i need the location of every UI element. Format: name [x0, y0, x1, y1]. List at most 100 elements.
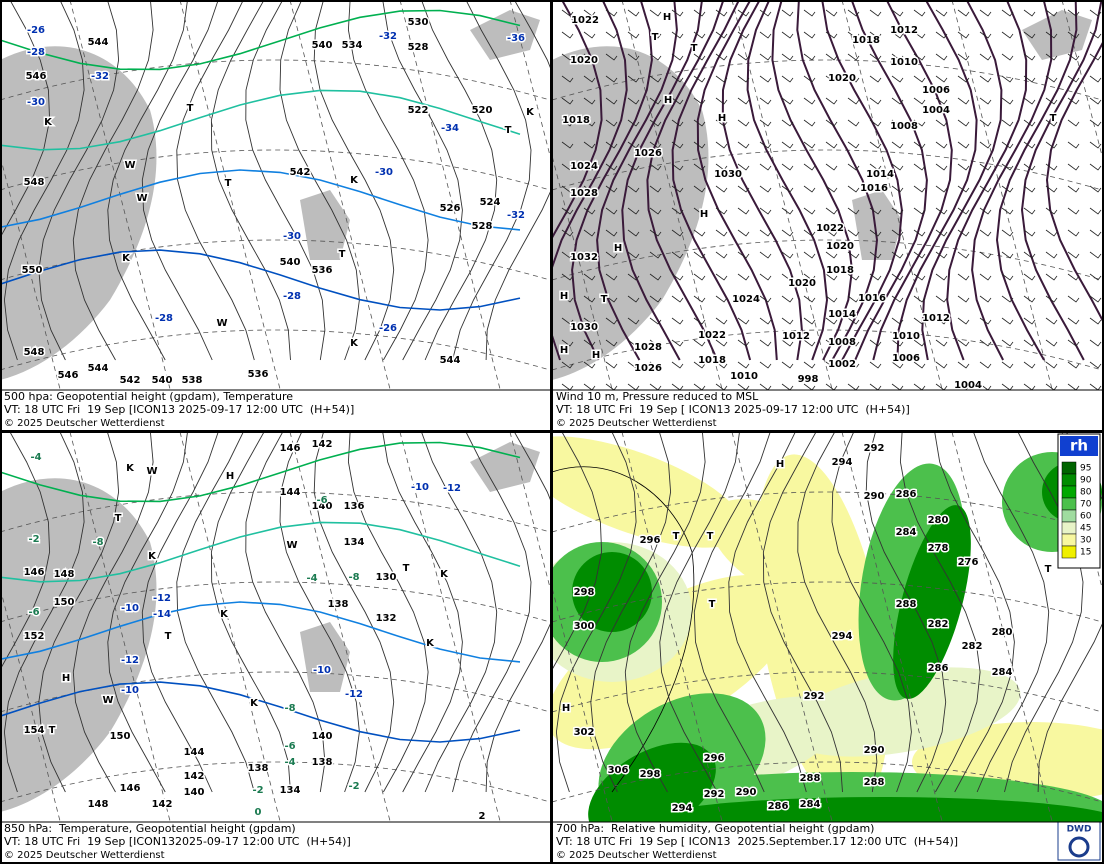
wind-barb: [913, 251, 926, 259]
contour-label: 528: [408, 42, 429, 53]
wind-barb: [1089, 383, 1102, 390]
pressure-marker: H: [226, 471, 234, 482]
wind-barb: [869, 97, 882, 105]
wind-barb: [649, 119, 662, 127]
contour-label: 284: [896, 527, 917, 538]
wind-barb: [693, 273, 706, 281]
contour-label: 142: [312, 439, 333, 450]
wind-barb: [759, 9, 772, 17]
wind-barb: [605, 185, 618, 193]
contour-label: 1008: [828, 337, 856, 348]
wind-barb: [825, 339, 838, 347]
contour: [1, 433, 51, 669]
wind-barb: [561, 229, 574, 237]
wind-barb: [759, 141, 772, 149]
contour-label: -32: [507, 210, 525, 221]
wind-barb: [737, 383, 750, 390]
wind-barb: [825, 361, 838, 369]
land: [1, 46, 157, 380]
wind-barb: [1089, 273, 1102, 281]
wind-barb: [957, 97, 970, 105]
wind-barb: [935, 251, 948, 259]
contour-label: 1024: [732, 294, 760, 305]
pressure-marker: H: [718, 113, 726, 124]
legend: rh 95 90 80 70 60 45 30 15: [1057, 433, 1101, 569]
wind-barb: [671, 163, 684, 171]
contour-label: 530: [408, 17, 429, 28]
graticule: [1, 589, 61, 822]
logo-swirl: [1068, 836, 1090, 858]
wind-barb: [693, 317, 706, 325]
graticule: [841, 1, 943, 390]
wind-barb: [891, 97, 904, 105]
wind-barb: [781, 9, 794, 17]
wind-barb: [803, 207, 816, 215]
contour: [946, 1, 1028, 361]
wind-barb: [1045, 185, 1058, 193]
wind-barb: [671, 141, 684, 149]
contour-label: 288: [800, 773, 821, 784]
wind-barb: [913, 97, 926, 105]
wind-barb: [1045, 317, 1058, 325]
contour-label: 148: [88, 799, 109, 810]
contour-label: 1020: [570, 55, 598, 66]
contour-label: 1022: [816, 223, 844, 234]
wind-barb: [1089, 185, 1102, 193]
wind-barb: [825, 163, 838, 171]
wind-barb: [957, 251, 970, 259]
wind-barb: [671, 317, 684, 325]
wind-barb: [957, 141, 970, 149]
contour-label: 302: [574, 727, 595, 738]
contour-label: -2: [252, 785, 263, 796]
wind-barb: [957, 9, 970, 17]
contour: [831, 433, 912, 793]
pressure-marker: T: [1050, 113, 1057, 124]
wind-barb: [1023, 339, 1036, 347]
wind-barb: [913, 185, 926, 193]
wind-barb: [1089, 75, 1102, 83]
humidity-area: [553, 436, 746, 548]
contour-label: -12: [153, 593, 171, 604]
contour-label: -2: [28, 534, 39, 545]
graticule: [553, 589, 613, 822]
wind-barb: [693, 141, 706, 149]
contour: [141, 433, 219, 793]
contour-label: -32: [379, 31, 397, 42]
graticule: [1, 491, 551, 533]
wind-barb: [1001, 53, 1014, 61]
wind-barb: [781, 119, 794, 127]
wind-barb: [759, 75, 772, 83]
wind-barb: [847, 317, 860, 325]
contour-label: 1020: [788, 278, 816, 289]
wind-barb: [847, 53, 860, 61]
wind-barb: [1001, 361, 1014, 369]
wind-barb: [627, 9, 640, 17]
contour-label: -6: [316, 495, 327, 506]
pressure-marker: H: [560, 345, 568, 356]
wind-barb: [913, 383, 926, 390]
wind-barb: [1067, 339, 1080, 347]
contour-label: -32: [91, 71, 109, 82]
wind-barb: [737, 361, 750, 369]
wind-barb: [891, 185, 904, 193]
wind-barb: [1067, 31, 1080, 39]
wind-barb: [979, 361, 992, 369]
wind-barb: [1089, 339, 1102, 347]
wind-barb: [1089, 251, 1102, 259]
wind-barb: [957, 339, 970, 347]
pressure-marker: T: [339, 249, 346, 260]
frame: [551, 431, 1104, 864]
wind-barb: [781, 339, 794, 347]
wind-barb: [1067, 141, 1080, 149]
contour-label: 130: [376, 572, 397, 583]
contour-label: -8: [92, 537, 103, 548]
legend-swatch: [1061, 497, 1077, 511]
wind-barb: [781, 383, 794, 390]
contour-label: 134: [280, 785, 301, 796]
wind-barb: [759, 273, 772, 281]
wind-barb: [671, 229, 684, 237]
wind-barb: [935, 339, 948, 347]
wind-barb: [1001, 9, 1014, 17]
wind-barb: [583, 119, 596, 127]
wind-barb: [561, 185, 574, 193]
